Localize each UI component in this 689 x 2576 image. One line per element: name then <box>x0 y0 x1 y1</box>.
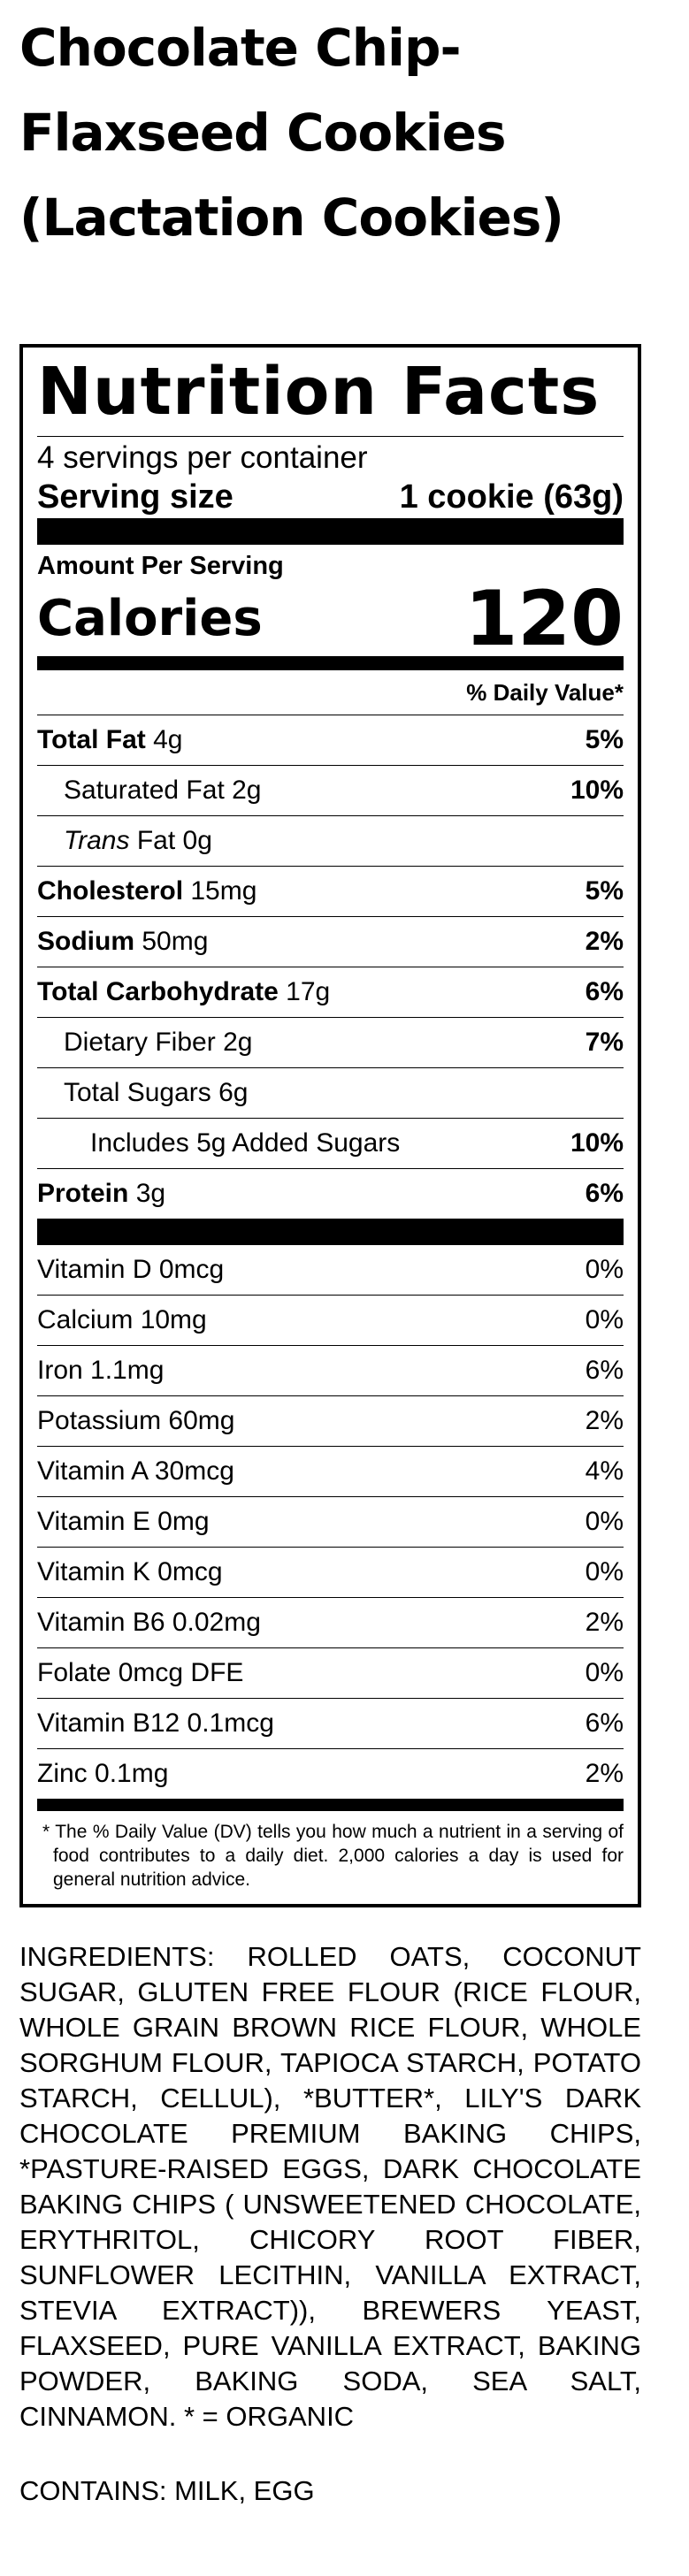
recipe-title-line: Flaxseed Cookies <box>19 103 507 163</box>
nutrient-amount: 4g <box>153 725 183 754</box>
servings-per-container: 4 servings per container <box>37 440 368 475</box>
vitamin-label: Folate 0mcg DFE <box>37 1658 244 1687</box>
nutrient-dv: 10% <box>570 776 624 805</box>
serving-size-value: 1 cookie (63g) <box>399 478 624 516</box>
nutrient-label: Trans <box>64 826 130 855</box>
vitamin-label: Vitamin D 0mcg <box>37 1255 225 1284</box>
vitamin-dv: 6% <box>585 1708 624 1738</box>
nutrient-dv: 5% <box>585 725 624 754</box>
nutrient-amount: 2g <box>223 1028 253 1057</box>
vitamin-row: Zinc 0.1mg 2% <box>37 1749 624 1799</box>
nutrient-amount: 2g <box>232 776 262 805</box>
divider-medium <box>37 1799 624 1811</box>
vitamin-row: Calcium 10mg 0% <box>37 1296 624 1346</box>
nutrient-row-cholesterol: Cholesterol 15mg 5% <box>37 867 624 917</box>
nutrient-dv: 10% <box>570 1128 624 1158</box>
vitamin-dv: 2% <box>585 1759 624 1788</box>
nutrient-label: Total Sugars <box>64 1078 211 1107</box>
nutrient-label: Cholesterol <box>37 876 184 906</box>
vitamin-label: Vitamin A 30mcg <box>37 1456 234 1486</box>
vitamin-row: Vitamin B6 0.02mg 2% <box>37 1598 624 1648</box>
calories-row: Calories 120 <box>37 575 624 663</box>
serving-size: Serving size 1 cookie (63g) <box>37 476 624 518</box>
vitamin-dv: 0% <box>585 1255 624 1284</box>
calories-label: Calories <box>37 590 263 647</box>
vitamin-mineral-list: Vitamin D 0mcg 0% Calcium 10mg 0% Iron 1.1mg… <box>37 1245 624 1799</box>
nutrient-dv: 2% <box>585 927 624 956</box>
calories-value: 120 <box>464 575 624 663</box>
vitamin-label: Potassium 60mg <box>37 1406 235 1435</box>
vitamin-row: Vitamin E 0mg 0% <box>37 1497 624 1548</box>
nutrient-row-dietary-fiber: Dietary Fiber 2g 7% <box>37 1018 624 1068</box>
nutrient-dv: 7% <box>585 1028 624 1057</box>
nutrient-label: Saturated Fat <box>64 776 225 805</box>
nutrient-row-sodium: Sodium 50mg 2% <box>37 917 624 967</box>
nutrient-amount: 17g <box>286 977 331 1006</box>
vitamin-label: Vitamin B6 0.02mg <box>37 1608 261 1637</box>
vitamin-dv: 0% <box>585 1507 624 1536</box>
vitamin-label: Vitamin K 0mcg <box>37 1557 223 1586</box>
recipe-title: Chocolate Chip- Flaxseed Cookies (Lactat… <box>19 0 670 260</box>
nutrient-label: Dietary Fiber <box>64 1028 216 1057</box>
vitamin-label: Vitamin B12 0.1mcg <box>37 1708 274 1738</box>
nutrient-row-total-fat: Total Fat 4g 5% <box>37 715 624 766</box>
vitamin-label: Vitamin E 0mg <box>37 1507 210 1536</box>
nutrient-row-added-sugars: Includes 5g Added Sugars 10% <box>37 1119 624 1169</box>
vitamin-row: Vitamin D 0mcg 0% <box>37 1245 624 1296</box>
nutrition-facts-panel: Nutrition Facts 4 servings per container… <box>19 344 641 1907</box>
divider-thick <box>37 518 624 545</box>
ingredients-text: INGREDIENTS: ROLLED OATS, COCONUT SUGAR,… <box>19 1941 641 2432</box>
nutrient-label: Sodium <box>37 927 134 956</box>
vitamin-row: Vitamin A 30mcg 4% <box>37 1447 624 1497</box>
nutrient-row-total-sugars: Total Sugars 6g <box>37 1068 624 1119</box>
vitamin-dv: 6% <box>585 1356 624 1385</box>
vitamin-row: Iron 1.1mg 6% <box>37 1346 624 1396</box>
nutrient-row-total-carbohydrate: Total Carbohydrate 17g 6% <box>37 967 624 1018</box>
nutrient-amount: 0g <box>182 826 212 855</box>
vitamin-row: Vitamin B12 0.1mcg 6% <box>37 1699 624 1749</box>
nutrient-dv: 5% <box>585 876 624 906</box>
allergen-contains: CONTAINS: MILK, EGG <box>19 2475 315 2506</box>
vitamin-dv: 0% <box>585 1305 624 1334</box>
nutrient-amount: 3g <box>135 1179 166 1208</box>
vitamin-row: Vitamin K 0mcg 0% <box>37 1548 624 1598</box>
recipe-title-line: (Lactation Cookies) <box>19 187 564 248</box>
nutrition-facts-heading: Nutrition Facts <box>37 348 624 437</box>
nutrient-label: Total Carbohydrate <box>37 977 279 1006</box>
vitamin-row: Potassium 60mg 2% <box>37 1396 624 1447</box>
nutrient-amount: 6g <box>218 1078 249 1107</box>
nutrient-label: Total Fat <box>37 725 146 754</box>
daily-value-header: % Daily Value* <box>37 670 624 715</box>
nutrient-row-protein: Protein 3g 6% <box>37 1169 624 1219</box>
vitamin-dv: 0% <box>585 1557 624 1586</box>
vitamin-dv: 2% <box>585 1608 624 1637</box>
nutrient-row-trans-fat: Trans Fat 0g <box>37 816 624 867</box>
nutrient-row-saturated-fat: Saturated Fat 2g 10% <box>37 766 624 816</box>
nutrient-amount: 50mg <box>142 927 209 956</box>
daily-value-footnote: * The % Daily Value (DV) tells you how m… <box>42 1822 624 1890</box>
vitamin-label: Zinc 0.1mg <box>37 1759 169 1788</box>
nutrient-amount: 15mg <box>190 876 257 906</box>
nutrient-label-suffix: Fat <box>136 826 176 855</box>
nutrient-dv: 6% <box>585 1179 624 1208</box>
nutrient-label: Includes 5g Added Sugars <box>90 1128 401 1158</box>
serving-size-label: Serving size <box>37 478 233 516</box>
vitamin-label: Iron 1.1mg <box>37 1356 165 1385</box>
divider-thick <box>37 1219 624 1245</box>
vitamin-row: Folate 0mcg DFE 0% <box>37 1648 624 1699</box>
divider-medium <box>37 656 624 670</box>
vitamin-label: Calcium 10mg <box>37 1305 207 1334</box>
amount-per-serving: Amount Per Serving <box>37 552 284 580</box>
vitamin-dv: 2% <box>585 1406 624 1435</box>
page: Chocolate Chip- Flaxseed Cookies (Lactat… <box>19 0 670 2506</box>
vitamin-dv: 4% <box>585 1456 624 1486</box>
recipe-title-line: Chocolate Chip- <box>19 18 462 78</box>
nutrient-label: Protein <box>37 1179 129 1208</box>
vitamin-dv: 0% <box>585 1658 624 1687</box>
nutrient-dv: 6% <box>585 977 624 1006</box>
